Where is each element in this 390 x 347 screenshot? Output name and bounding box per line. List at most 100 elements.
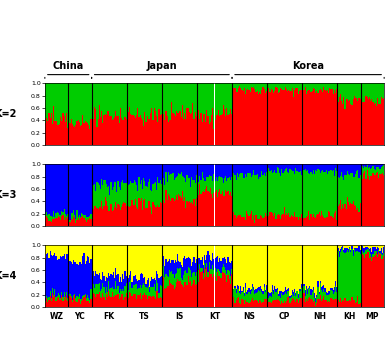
Bar [312, 83, 313, 91]
Bar [75, 301, 76, 307]
Bar [340, 94, 341, 145]
Bar [89, 129, 90, 145]
Bar [73, 245, 74, 260]
Bar [98, 245, 99, 275]
Bar [216, 177, 217, 190]
Bar [216, 245, 217, 257]
Bar [160, 277, 161, 285]
Bar [64, 83, 65, 116]
Bar [55, 256, 57, 297]
Bar [140, 83, 141, 116]
Bar [280, 176, 281, 219]
Bar [344, 245, 346, 248]
Bar [363, 164, 364, 168]
Bar [133, 245, 134, 276]
Bar [74, 164, 75, 215]
Bar [328, 211, 329, 226]
Bar [196, 272, 197, 283]
Bar [51, 255, 52, 298]
Bar [101, 289, 102, 298]
Bar [54, 164, 55, 217]
Bar [374, 169, 375, 175]
Bar [67, 164, 68, 214]
Bar [356, 245, 357, 248]
Bar [65, 164, 66, 214]
Bar [126, 245, 127, 276]
Bar [115, 245, 116, 268]
Bar [170, 120, 171, 145]
Bar [99, 185, 100, 206]
Bar [211, 83, 212, 115]
Bar [292, 245, 293, 290]
Bar [205, 245, 206, 260]
Bar [199, 83, 200, 119]
Bar [192, 262, 193, 273]
Bar [356, 164, 357, 171]
Bar [64, 245, 65, 254]
Bar [163, 200, 164, 226]
Bar [288, 174, 289, 213]
Bar [378, 167, 379, 178]
Bar [383, 83, 384, 98]
Bar [275, 299, 277, 307]
Bar [378, 245, 379, 248]
Bar [342, 301, 343, 307]
Bar [183, 177, 184, 201]
Bar [330, 170, 332, 216]
Bar [167, 200, 168, 226]
Bar [251, 291, 252, 300]
Bar [332, 171, 333, 218]
Bar [190, 83, 191, 114]
Bar [349, 245, 350, 247]
Bar [289, 91, 291, 145]
Bar [148, 286, 149, 296]
Bar [193, 199, 195, 226]
Bar [141, 299, 142, 307]
Bar [71, 83, 72, 119]
Bar [204, 164, 205, 180]
Bar [113, 272, 114, 289]
Bar [329, 171, 330, 212]
Bar [71, 219, 72, 226]
Bar [122, 245, 123, 274]
Bar [202, 245, 203, 257]
Bar [168, 122, 169, 145]
Bar [112, 292, 113, 307]
Bar [144, 112, 145, 145]
Bar [363, 102, 364, 145]
Bar [241, 174, 243, 217]
Bar [211, 176, 212, 194]
Bar [317, 214, 319, 226]
Bar [222, 272, 223, 307]
Bar [368, 168, 369, 176]
Bar [62, 297, 64, 301]
Bar [185, 282, 186, 307]
Bar [188, 108, 189, 145]
Bar [220, 115, 222, 145]
Bar [219, 258, 220, 271]
Bar [103, 287, 105, 297]
Bar [182, 164, 183, 176]
Bar [198, 282, 199, 307]
Bar [162, 83, 163, 117]
Bar [188, 276, 189, 307]
Bar [293, 164, 294, 171]
Bar [123, 83, 124, 120]
Bar [200, 272, 202, 307]
Bar [291, 83, 292, 91]
Bar [150, 207, 151, 226]
Bar [152, 120, 154, 145]
Bar [123, 202, 124, 226]
Bar [147, 280, 148, 288]
Bar [123, 164, 124, 184]
Bar [81, 217, 82, 226]
Bar [224, 196, 225, 226]
Bar [351, 249, 353, 297]
Bar [303, 283, 305, 286]
Bar [363, 253, 364, 255]
Bar [365, 250, 367, 254]
Bar [154, 278, 155, 284]
Bar [172, 274, 174, 285]
Bar [103, 164, 105, 180]
Bar [52, 124, 53, 145]
